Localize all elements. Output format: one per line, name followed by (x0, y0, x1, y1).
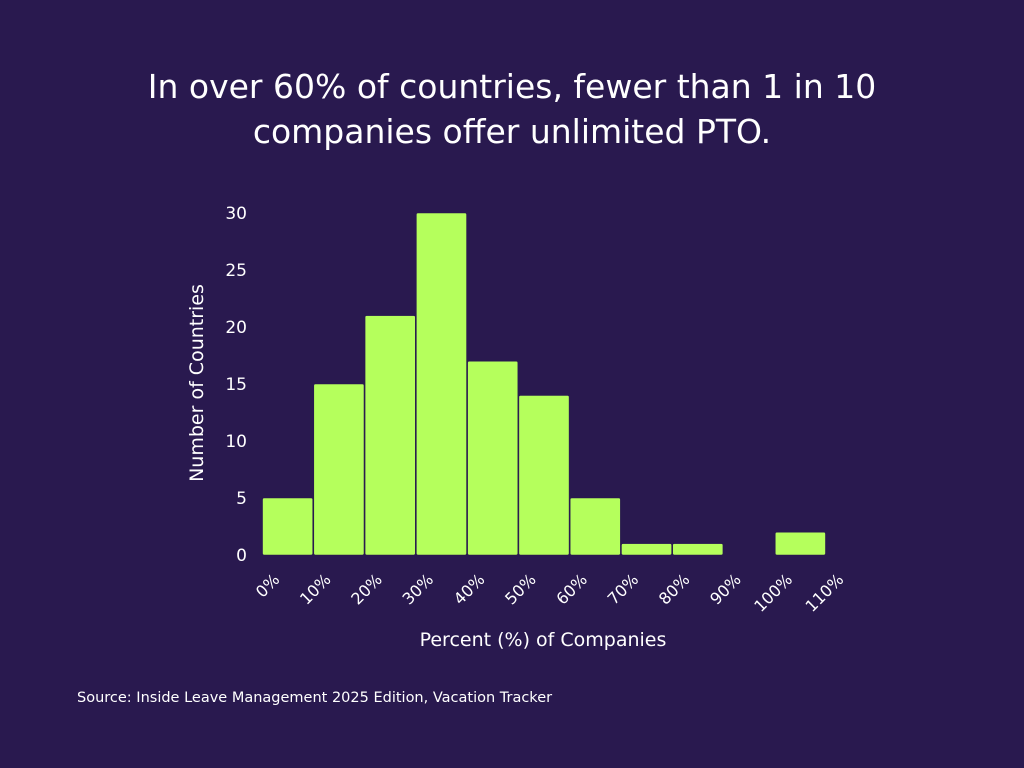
chart-title-line-2: companies offer unlimited PTO. (252, 112, 772, 151)
x-axis-ticks: 0% 10% 20% 30% 40% 50% 60% 70% 80% 90% 100% 110% (252, 570, 847, 616)
histogram-bar (467, 360, 519, 556)
y-tick-label: 30 (225, 204, 247, 224)
y-axis-ticks: 0 5 10 15 20 25 30 (225, 204, 247, 566)
x-tick-label: 110% (802, 570, 848, 616)
histogram-bar (569, 497, 621, 556)
x-tick-label: 0% (252, 570, 283, 601)
histogram-bar (621, 543, 672, 556)
histogram-bar (313, 383, 365, 556)
x-tick-label: 80% (655, 570, 694, 609)
y-tick-label: 20 (225, 318, 247, 338)
y-tick-label: 5 (236, 489, 247, 509)
y-tick-label: 10 (225, 432, 247, 452)
x-tick-label: 20% (347, 570, 386, 609)
histogram-bar (262, 497, 314, 556)
histogram-bar (364, 315, 416, 556)
x-tick-label: 60% (552, 570, 591, 609)
histogram-bar (416, 212, 467, 556)
x-tick-label: 10% (296, 570, 335, 609)
x-tick-label: 30% (399, 570, 438, 609)
x-axis-label: Percent (%) of Companies (420, 629, 667, 651)
bars-group (262, 212, 826, 556)
y-tick-label: 15 (225, 375, 247, 395)
source-note: Source: Inside Leave Management 2025 Edi… (77, 690, 553, 706)
histogram-bar (672, 543, 724, 556)
y-tick-label: 0 (236, 546, 247, 566)
x-tick-label: 50% (501, 570, 540, 609)
histogram-bar (774, 531, 826, 556)
y-axis-label: Number of Countries (186, 284, 208, 482)
chart-title-line-1: In over 60% of countries, fewer than 1 i… (147, 67, 877, 106)
x-tick-label: 90% (706, 570, 745, 609)
histogram-bar (518, 395, 570, 556)
x-tick-label: 40% (450, 570, 489, 609)
x-tick-label: 70% (604, 570, 643, 609)
x-tick-label: 100% (750, 570, 796, 616)
y-tick-label: 25 (225, 261, 247, 281)
chart-title: In over 60% of countries, fewer than 1 i… (62, 64, 962, 154)
